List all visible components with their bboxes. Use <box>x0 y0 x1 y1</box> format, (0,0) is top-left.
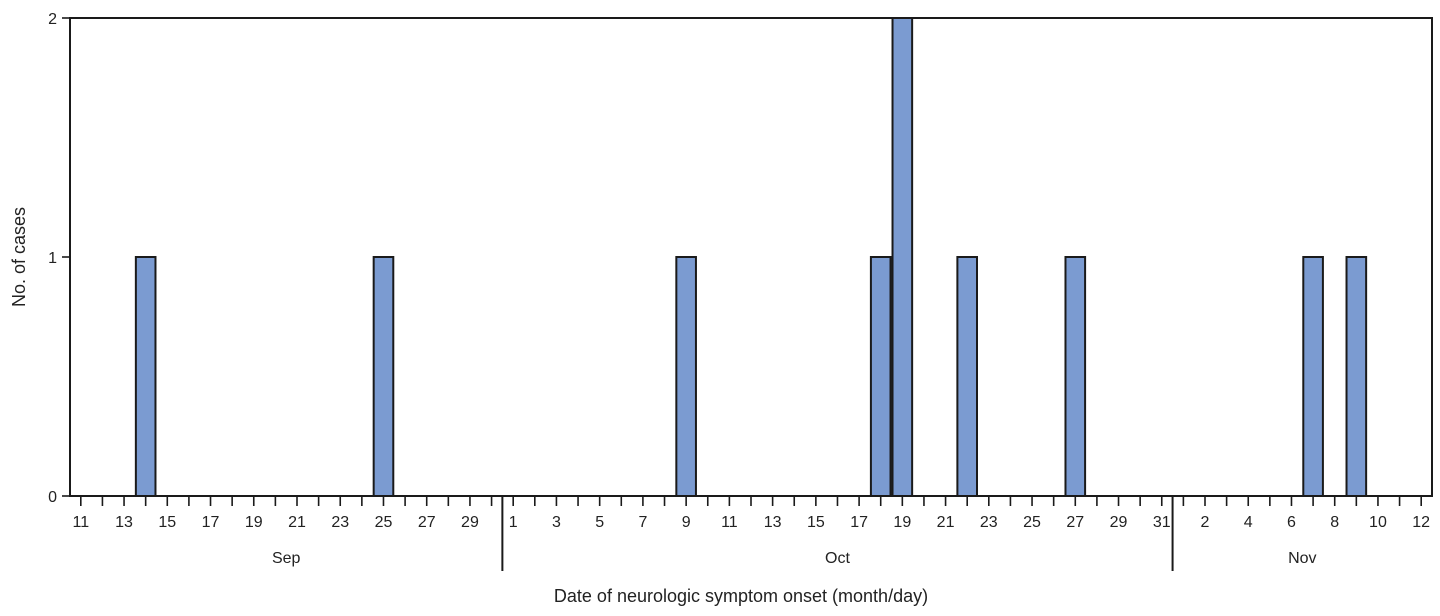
x-tick-label: 7 <box>638 514 647 531</box>
x-tick-label: 1 <box>509 514 518 531</box>
x-tick-label: 27 <box>418 514 436 531</box>
x-tick-label: 11 <box>721 514 738 531</box>
bar <box>372 256 395 497</box>
bar <box>134 256 157 497</box>
bar <box>956 256 979 497</box>
x-tick-label: 13 <box>115 514 133 531</box>
x-tick-label: 15 <box>807 514 825 531</box>
x-tick-label: 4 <box>1244 514 1253 531</box>
bars-layer <box>134 17 1368 497</box>
x-tick-label: 3 <box>552 514 561 531</box>
bar <box>675 256 697 497</box>
x-tick-label: 15 <box>158 514 176 531</box>
x-tick-label: 29 <box>461 514 479 531</box>
y-tick-label: 0 <box>48 489 57 506</box>
x-tick-label: 17 <box>202 514 220 531</box>
x-tick-label: 21 <box>288 514 306 531</box>
bar <box>1302 256 1324 497</box>
x-tick-label: 25 <box>1023 514 1041 531</box>
plot-frame <box>69 17 1433 497</box>
month-label: Oct <box>825 550 850 567</box>
x-tick-label: 19 <box>893 514 911 531</box>
month-label: Sep <box>272 550 301 567</box>
bar <box>1345 256 1368 497</box>
x-tick-label: 9 <box>682 514 691 531</box>
x-tick-label: 6 <box>1287 514 1296 531</box>
month-label: Nov <box>1288 550 1316 567</box>
bar <box>891 17 914 497</box>
x-tick-label: 12 <box>1412 514 1430 531</box>
y-axis-title: No. of cases <box>9 207 29 307</box>
x-tick-label: 23 <box>331 514 349 531</box>
y-tick-label: 1 <box>48 250 57 267</box>
x-tick-label: 10 <box>1369 514 1387 531</box>
x-tick-label: 25 <box>375 514 393 531</box>
y-axis: 0 1 2 <box>48 11 70 506</box>
x-tick-label: 31 <box>1153 514 1171 531</box>
x-tick-label: 17 <box>850 514 868 531</box>
x-tick-label: 23 <box>980 514 998 531</box>
y-tick-label: 2 <box>48 11 57 28</box>
x-tick-label: 8 <box>1330 514 1339 531</box>
x-tick-label: 11 <box>73 514 90 531</box>
x-axis-title: Date of neurologic symptom onset (month/… <box>554 586 928 606</box>
x-axis: 11 13 15 17 19 21 23 25 27 29 1 3 5 7 9 11 13 15 17 19 21 23 2… <box>73 496 1430 571</box>
x-tick-label: 5 <box>595 514 604 531</box>
x-tick-label: 2 <box>1201 514 1210 531</box>
x-tick-label: 27 <box>1066 514 1084 531</box>
x-tick-label: 19 <box>245 514 263 531</box>
bar <box>1064 256 1087 497</box>
x-tick-label: 21 <box>937 514 955 531</box>
x-tick-label: 29 <box>1110 514 1128 531</box>
bar <box>869 256 892 497</box>
x-tick-label: 13 <box>764 514 782 531</box>
